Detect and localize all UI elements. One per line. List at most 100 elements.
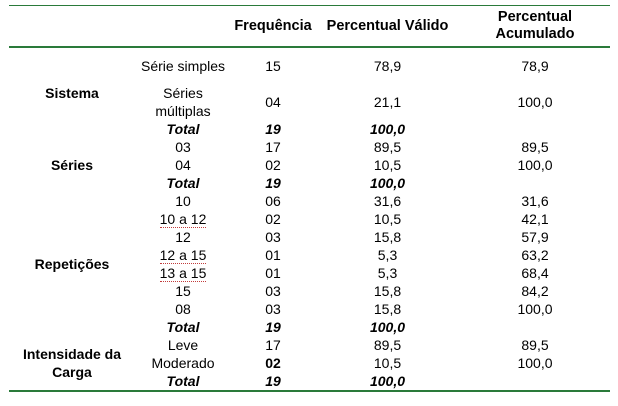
total-row: Total 19 100,0 xyxy=(9,372,610,391)
freq-cell: 03 xyxy=(265,229,281,245)
table-row: Moderado 02 10,5 100,0 xyxy=(9,354,610,372)
pv-cell: 15,8 xyxy=(373,301,402,317)
total-label: Total xyxy=(166,121,200,137)
freq-cell: 02 xyxy=(265,211,281,227)
header-percentual-valido: Percentual Válido xyxy=(326,17,449,34)
pa-cell: 57,9 xyxy=(521,229,549,245)
table-row: Intensidade da Carga Leve 17 89,5 89,5 xyxy=(9,336,610,380)
header-percentual-acumulado: Percentual Acumulado xyxy=(495,9,575,42)
pa-cell: 68,4 xyxy=(521,265,549,281)
group-label-intensidade: Intensidade da Carga xyxy=(22,346,122,380)
sub-label: 04 xyxy=(175,157,191,173)
pa-cell: 63,2 xyxy=(521,247,549,263)
pa-cell: 100,0 xyxy=(517,94,553,110)
freq-cell: 06 xyxy=(265,193,281,209)
table-row: Séries múltiplas 04 21,1 100,0 xyxy=(9,84,610,120)
total-row: Total 19 100,0 xyxy=(9,318,610,336)
pa-cell: 89,5 xyxy=(521,139,549,155)
total-label: Total xyxy=(166,373,200,389)
table-row: Sistema Série simples 15 78,9 78,9 xyxy=(9,47,610,101)
total-pa-empty xyxy=(460,318,610,336)
group-label-sistema: Sistema xyxy=(45,85,99,101)
total-pv: 100,0 xyxy=(369,373,406,389)
freq-cell: 17 xyxy=(265,337,281,353)
total-pa-empty xyxy=(460,372,610,391)
group-label-series: Séries xyxy=(50,157,94,173)
pa-cell: 84,2 xyxy=(521,283,549,299)
header-frequencia: Frequência xyxy=(234,17,312,34)
freq-cell: 03 xyxy=(265,301,281,317)
sub-label-text: 12 a 15 xyxy=(159,247,207,264)
sub-label: 10 xyxy=(175,193,191,209)
pa-cell: 31,6 xyxy=(521,193,549,209)
sub-label: Leve xyxy=(167,337,199,353)
table-row: 12 a 15 01 5,3 63,2 xyxy=(9,246,610,264)
table-row: 10 a 12 02 10,5 42,1 xyxy=(9,210,610,228)
table-row: 08 03 15,8 100,0 xyxy=(9,300,610,318)
sub-label: 10 a 12 xyxy=(135,210,231,228)
pa-cell: 42,1 xyxy=(521,211,549,227)
sub-label: 15 xyxy=(175,283,191,299)
freq-cell: 02 xyxy=(265,355,281,371)
sub-label: 03 xyxy=(175,139,191,155)
sub-label: 12 a 15 xyxy=(135,246,231,264)
total-freq: 19 xyxy=(265,319,281,335)
total-freq: 19 xyxy=(265,373,281,389)
freq-cell: 01 xyxy=(265,265,281,281)
pv-cell: 89,5 xyxy=(373,337,402,353)
frequency-table-container: Frequência Percentual Válido Percentual … xyxy=(9,5,610,392)
table-row: Repetições 10 06 31,6 31,6 xyxy=(9,192,610,272)
pa-cell: 100,0 xyxy=(517,355,553,371)
sub-label: Moderado xyxy=(151,355,215,371)
freq-cell: 02 xyxy=(265,157,281,173)
sub-label-text: 10 a 12 xyxy=(159,211,207,228)
sub-label: Séries múltiplas xyxy=(155,85,211,119)
pv-cell: 15,8 xyxy=(373,283,402,299)
total-label: Total xyxy=(166,319,200,335)
total-pv: 100,0 xyxy=(369,121,406,137)
total-pa-empty xyxy=(460,174,610,192)
header-empty-2 xyxy=(135,6,231,48)
total-pv: 100,0 xyxy=(369,175,406,191)
total-freq: 19 xyxy=(265,121,281,137)
total-pv: 100,0 xyxy=(369,319,406,335)
pv-cell: 10,5 xyxy=(373,157,402,173)
total-label: Total xyxy=(166,175,200,191)
total-row: Total 19 100,0 xyxy=(9,174,610,192)
frequency-table: Frequência Percentual Válido Percentual … xyxy=(9,5,610,392)
pv-cell: 21,1 xyxy=(373,94,402,110)
pv-cell: 10,5 xyxy=(373,355,402,371)
pv-cell: 78,9 xyxy=(373,58,402,74)
freq-cell: 03 xyxy=(265,283,281,299)
sub-label: 12 xyxy=(175,229,191,245)
sub-label-text: 13 a 15 xyxy=(159,265,207,282)
table-row: 04 02 10,5 100,0 xyxy=(9,156,610,174)
sub-label: Série simples xyxy=(140,58,226,74)
table-row: 13 a 15 01 5,3 68,4 xyxy=(9,264,610,282)
sub-label: 13 a 15 xyxy=(135,264,231,282)
table-header-row: Frequência Percentual Válido Percentual … xyxy=(9,5,610,48)
pa-cell: 78,9 xyxy=(521,58,549,74)
pv-cell: 31,6 xyxy=(373,193,402,209)
freq-cell: 04 xyxy=(265,94,281,110)
pa-cell: 89,5 xyxy=(521,337,549,353)
total-freq: 19 xyxy=(265,175,281,191)
table-row: Séries 03 17 89,5 89,5 xyxy=(9,138,610,173)
freq-cell: 17 xyxy=(265,139,281,155)
pv-cell: 15,8 xyxy=(373,229,402,245)
pv-cell: 5,3 xyxy=(377,247,398,263)
sub-label: 08 xyxy=(175,301,191,317)
pv-cell: 5,3 xyxy=(377,265,398,281)
pa-cell: 100,0 xyxy=(517,157,553,173)
total-row: Total 19 100,0 xyxy=(9,120,610,138)
header-empty-1 xyxy=(9,6,135,48)
pv-cell: 10,5 xyxy=(373,211,402,227)
freq-cell: 15 xyxy=(265,58,281,74)
pa-cell: 100,0 xyxy=(517,301,553,317)
group-label-repeticoes: Repetições xyxy=(34,256,110,272)
total-pa-empty xyxy=(460,120,610,138)
table-row: 12 03 15,8 57,9 xyxy=(9,228,610,246)
table-row: 15 03 15,8 84,2 xyxy=(9,282,610,300)
pv-cell: 89,5 xyxy=(373,139,402,155)
freq-cell: 01 xyxy=(265,247,281,263)
